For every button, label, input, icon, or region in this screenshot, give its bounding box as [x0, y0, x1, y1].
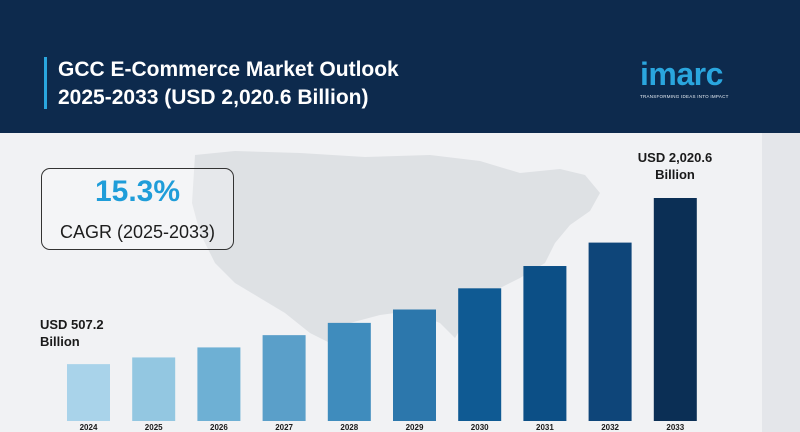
bar-2030 [458, 288, 502, 421]
title-line-2: 2025-2033 (USD 2,020.6 Billion) [58, 86, 369, 109]
imarc-logo: imarc TRANSFORMING IDEAS INTO IMPACT [640, 58, 740, 102]
x-tick-label-2024: 2024 [80, 423, 98, 432]
bar-2032 [588, 242, 632, 421]
bar-2031 [523, 266, 567, 421]
x-tick-label-2028: 2028 [340, 423, 358, 432]
x-tick-label-2025: 2025 [145, 423, 163, 432]
x-tick-label-2026: 2026 [210, 423, 228, 432]
bar-2029 [393, 309, 436, 421]
page-title: GCC E-Commerce Market Outlook 2025-2033 … [58, 56, 618, 112]
x-tick-label-2029: 2029 [406, 423, 424, 432]
x-tick-label-2030: 2030 [471, 423, 489, 432]
last-bar-annotation-line-2: Billion [655, 167, 695, 182]
x-tick-label-2032: 2032 [601, 423, 619, 432]
last-bar-annotation: USD 2,020.6 Billion [618, 149, 732, 183]
bar-2028 [327, 322, 371, 421]
first-bar-annotation-line-1: USD 507.2 [40, 317, 104, 332]
cagr-value: 15.3% [94, 175, 181, 208]
logo-tagline: TRANSFORMING IDEAS INTO IMPACT [640, 94, 729, 99]
bar-2033 [653, 198, 697, 421]
first-bar-annotation: USD 507.2 Billion [40, 316, 140, 350]
logo-wordmark: imarc [640, 56, 723, 92]
bar-2027 [262, 335, 306, 421]
x-tick-label-2027: 2027 [275, 423, 293, 432]
cagr-box: 15.3% CAGR (2025-2033) [41, 168, 234, 250]
title-accent-bar [44, 57, 47, 109]
bar-2026 [197, 347, 241, 421]
background-map-icon [192, 133, 800, 432]
x-tick-label-2033: 2033 [666, 423, 684, 432]
bar-chart: 2024 2025 2026 2027 2028 2029 2030 2031 2032 2033 [67, 198, 697, 432]
last-bar-annotation-line-1: USD 2,020.6 [637, 150, 713, 165]
title-line-1: GCC E-Commerce Market Outlook [58, 58, 399, 81]
bar-2025 [132, 357, 176, 421]
x-tick-label-2031: 2031 [536, 423, 554, 432]
bar-2024 [67, 364, 110, 421]
header-banner: GCC E-Commerce Market Outlook 2025-2033 … [0, 0, 800, 133]
cagr-label: CAGR (2025-2033) [59, 222, 216, 242]
first-bar-annotation-line-2: Billion [40, 334, 80, 349]
